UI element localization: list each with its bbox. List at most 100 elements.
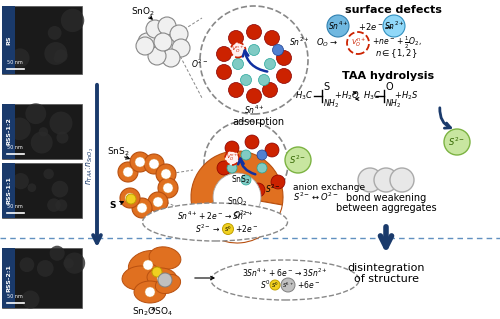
Circle shape	[265, 143, 279, 157]
Circle shape	[31, 132, 52, 153]
Text: disintegration: disintegration	[347, 263, 425, 273]
Text: $S^{2-}\leftrightarrow O^{2-}$: $S^{2-}\leftrightarrow O^{2-}$	[293, 191, 339, 203]
Circle shape	[390, 168, 414, 192]
Text: $+ne^-+\frac{1}{2}O_2,$: $+ne^-+\frac{1}{2}O_2,$	[372, 35, 422, 51]
Circle shape	[227, 163, 237, 173]
Text: 50 nm: 50 nm	[7, 294, 23, 299]
Circle shape	[154, 33, 172, 51]
Circle shape	[444, 129, 470, 155]
Text: RSS-1:1: RSS-1:1	[6, 176, 11, 204]
Text: $O^{2-}$: $O^{2-}$	[234, 209, 250, 221]
Wedge shape	[191, 151, 283, 213]
Circle shape	[8, 117, 31, 140]
Circle shape	[153, 197, 163, 207]
Bar	[2, 6, 82, 74]
Text: $+2e^-$: $+2e^-$	[235, 224, 258, 234]
Circle shape	[56, 131, 68, 144]
Circle shape	[157, 273, 167, 283]
Circle shape	[136, 37, 154, 55]
Circle shape	[56, 199, 68, 211]
Circle shape	[38, 127, 48, 137]
Circle shape	[146, 20, 164, 38]
Circle shape	[132, 198, 152, 218]
Circle shape	[281, 278, 295, 292]
Circle shape	[272, 44, 283, 56]
Text: 50 nm: 50 nm	[7, 60, 23, 65]
Circle shape	[245, 135, 259, 149]
Ellipse shape	[134, 281, 166, 303]
Circle shape	[148, 192, 168, 212]
Circle shape	[152, 267, 162, 277]
Circle shape	[264, 31, 280, 46]
Ellipse shape	[142, 203, 288, 241]
Circle shape	[241, 175, 251, 185]
Text: O: O	[385, 82, 392, 92]
Circle shape	[358, 168, 382, 192]
Circle shape	[230, 42, 246, 57]
Circle shape	[217, 161, 231, 175]
Wedge shape	[194, 197, 282, 243]
Circle shape	[257, 150, 267, 160]
Circle shape	[64, 253, 85, 274]
Text: $n_{TAA}$:$n_{SnO_2}$: $n_{TAA}$:$n_{SnO_2}$	[84, 147, 96, 185]
Text: RSS-1:2: RSS-1:2	[6, 118, 11, 145]
Text: RS: RS	[6, 35, 11, 45]
Circle shape	[225, 141, 239, 155]
Bar	[2, 163, 15, 218]
Text: SnS$_2$: SnS$_2$	[106, 146, 130, 158]
Ellipse shape	[122, 266, 158, 290]
Text: RSS-2:1: RSS-2:1	[6, 264, 11, 292]
Circle shape	[50, 112, 72, 135]
Circle shape	[264, 58, 276, 70]
Circle shape	[162, 49, 180, 67]
Ellipse shape	[128, 250, 168, 279]
Circle shape	[383, 15, 405, 37]
Circle shape	[216, 64, 232, 79]
Circle shape	[262, 83, 278, 98]
Circle shape	[327, 15, 349, 37]
Text: $Sn^{4+}$: $Sn^{4+}$	[328, 20, 348, 32]
Text: S: S	[110, 201, 116, 210]
Circle shape	[158, 178, 178, 198]
Circle shape	[144, 154, 164, 174]
Circle shape	[216, 47, 232, 62]
Circle shape	[26, 103, 46, 124]
Circle shape	[64, 258, 74, 269]
Circle shape	[54, 49, 68, 63]
Circle shape	[137, 203, 147, 213]
Text: SnO$_2$: SnO$_2$	[131, 6, 155, 18]
Circle shape	[135, 157, 145, 167]
Text: $S^0$: $S^0$	[271, 280, 279, 290]
Circle shape	[374, 168, 398, 192]
Text: $O_O\rightarrow$: $O_O\rightarrow$	[316, 37, 338, 49]
Circle shape	[138, 33, 156, 51]
Circle shape	[240, 75, 252, 85]
Text: $S^0\rightarrow$: $S^0\rightarrow$	[260, 279, 278, 291]
Circle shape	[37, 260, 54, 277]
Circle shape	[246, 88, 262, 103]
Circle shape	[28, 183, 36, 192]
Circle shape	[248, 44, 260, 56]
Text: $H_3C$: $H_3C$	[363, 90, 381, 102]
Text: $S^{2-}$: $S^{2-}$	[448, 136, 466, 148]
Circle shape	[54, 54, 62, 63]
Circle shape	[246, 25, 262, 40]
Circle shape	[228, 31, 244, 46]
Circle shape	[276, 50, 291, 65]
Ellipse shape	[149, 247, 181, 269]
Circle shape	[228, 83, 244, 98]
Circle shape	[285, 147, 311, 173]
Circle shape	[44, 169, 54, 179]
Circle shape	[222, 224, 234, 234]
Circle shape	[52, 181, 68, 197]
Text: $V_O^{n+}$: $V_O^{n+}$	[232, 45, 244, 55]
Circle shape	[161, 169, 171, 179]
Circle shape	[257, 163, 267, 173]
Circle shape	[20, 257, 34, 272]
Text: $O^{2-}$: $O^{2-}$	[191, 58, 208, 70]
Circle shape	[225, 151, 239, 165]
Circle shape	[47, 198, 60, 212]
Text: $S^0$: $S^0$	[224, 224, 232, 234]
Circle shape	[130, 152, 150, 172]
Text: $S^{2-}$: $S^{2-}$	[290, 154, 306, 166]
